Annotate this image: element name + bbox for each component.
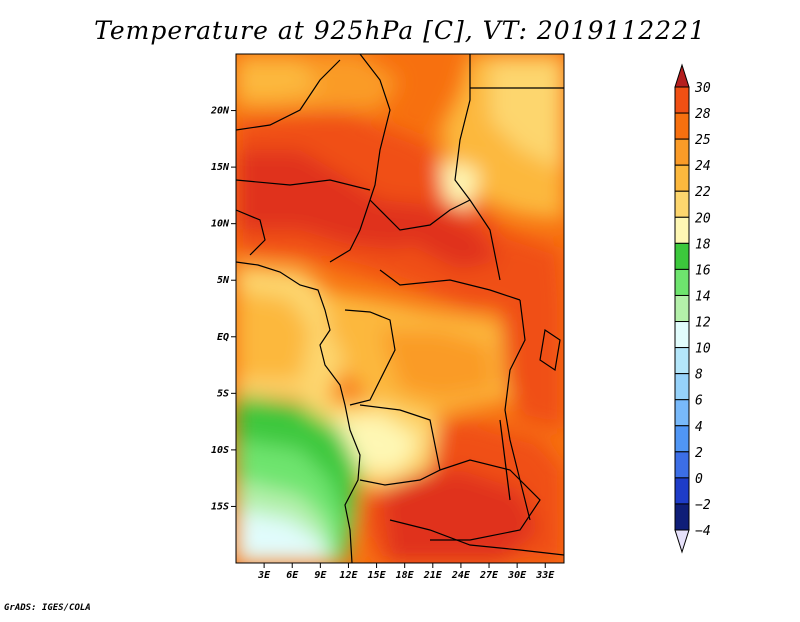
colorbar-swatch (674, 373, 690, 401)
colorbar-swatch (674, 268, 690, 296)
lat-tick-label: 5S (217, 388, 229, 399)
lon-tick-label: 15E (368, 570, 387, 581)
lat-tick-label: 5N (217, 275, 230, 286)
temperature-field (236, 54, 564, 563)
colorbar-swatch (674, 503, 690, 531)
colorbar-label: 0 (695, 472, 703, 487)
lat-tick-label: 15N (211, 162, 230, 173)
colorbar-label: 25 (695, 133, 711, 148)
colorbar-label: 2 (695, 446, 703, 461)
map-frame (235, 53, 565, 564)
colorbar-swatch (674, 138, 690, 166)
lon-tick-label: 27E (479, 570, 499, 581)
colorbar-swatch (674, 86, 690, 114)
lon-tick-label: 9E (314, 570, 327, 581)
colorbar-label: −4 (695, 524, 711, 539)
colorbar-swatch (674, 190, 690, 218)
colorbar-swatch (674, 294, 690, 323)
lon-tick-label: 6E (286, 570, 299, 581)
colorbar-swatch (674, 242, 690, 270)
latitude-axis: 20N 15N 10N 5N EQ 5S 10S 15S (210, 106, 236, 512)
colorbar-bottom-arrow (674, 529, 690, 554)
colorbar-swatch (674, 347, 690, 375)
chart-title: Temperature at 925hPa [C], VT: 201911222… (94, 16, 706, 45)
lon-tick-label: 18E (396, 570, 415, 581)
colorbar-label: 14 (695, 289, 711, 304)
lat-tick-label: EQ (217, 332, 229, 343)
colorbar-swatch (674, 112, 690, 140)
colorbar-label: 24 (695, 159, 711, 174)
colorbar-label: 18 (695, 237, 711, 252)
country-borders (236, 54, 564, 563)
colorbar-label: 10 (695, 342, 711, 357)
colorbar-swatch (674, 425, 690, 453)
colorbar-top-arrow (674, 63, 690, 88)
colorbar-swatch (674, 477, 690, 505)
colorbar-label: 6 (695, 394, 703, 409)
lat-tick-label: 15S (211, 501, 229, 512)
colorbar-label: 20 (695, 211, 711, 226)
colorbar-label: 12 (695, 316, 711, 331)
lon-tick-label: 3E (257, 570, 271, 581)
colorbar-label: 30 (694, 81, 711, 96)
lat-tick-label: 10N (211, 219, 230, 230)
colorbar-label: 16 (695, 263, 711, 278)
colorbar-label: 22 (695, 185, 711, 200)
colorbar-swatch (674, 216, 690, 244)
colorbar-swatch (674, 164, 690, 192)
colorbar-label: 8 (695, 368, 703, 383)
colorbar-swatch (674, 451, 690, 479)
lon-tick-label: 12E (339, 570, 358, 581)
colorbar-label: 4 (695, 420, 703, 435)
longitude-axis: 3E 6E 9E 12E 15E 18E 21E 24E 27E 30E 33E (257, 563, 555, 581)
lon-tick-label: 21E (423, 570, 443, 581)
lon-tick-label: 30E (507, 570, 527, 581)
lat-tick-label: 20N (210, 106, 230, 117)
lon-tick-label: 24E (451, 570, 471, 581)
colorbar-swatch (674, 321, 690, 349)
colorbar-label: 28 (695, 107, 711, 122)
grads-credit: GrADS: IGES/COLA (4, 603, 91, 613)
colorbar-label: −2 (695, 498, 711, 513)
colorbar-swatch (674, 399, 690, 427)
lon-tick-label: 33E (535, 570, 555, 581)
lat-tick-label: 10S (211, 445, 229, 456)
